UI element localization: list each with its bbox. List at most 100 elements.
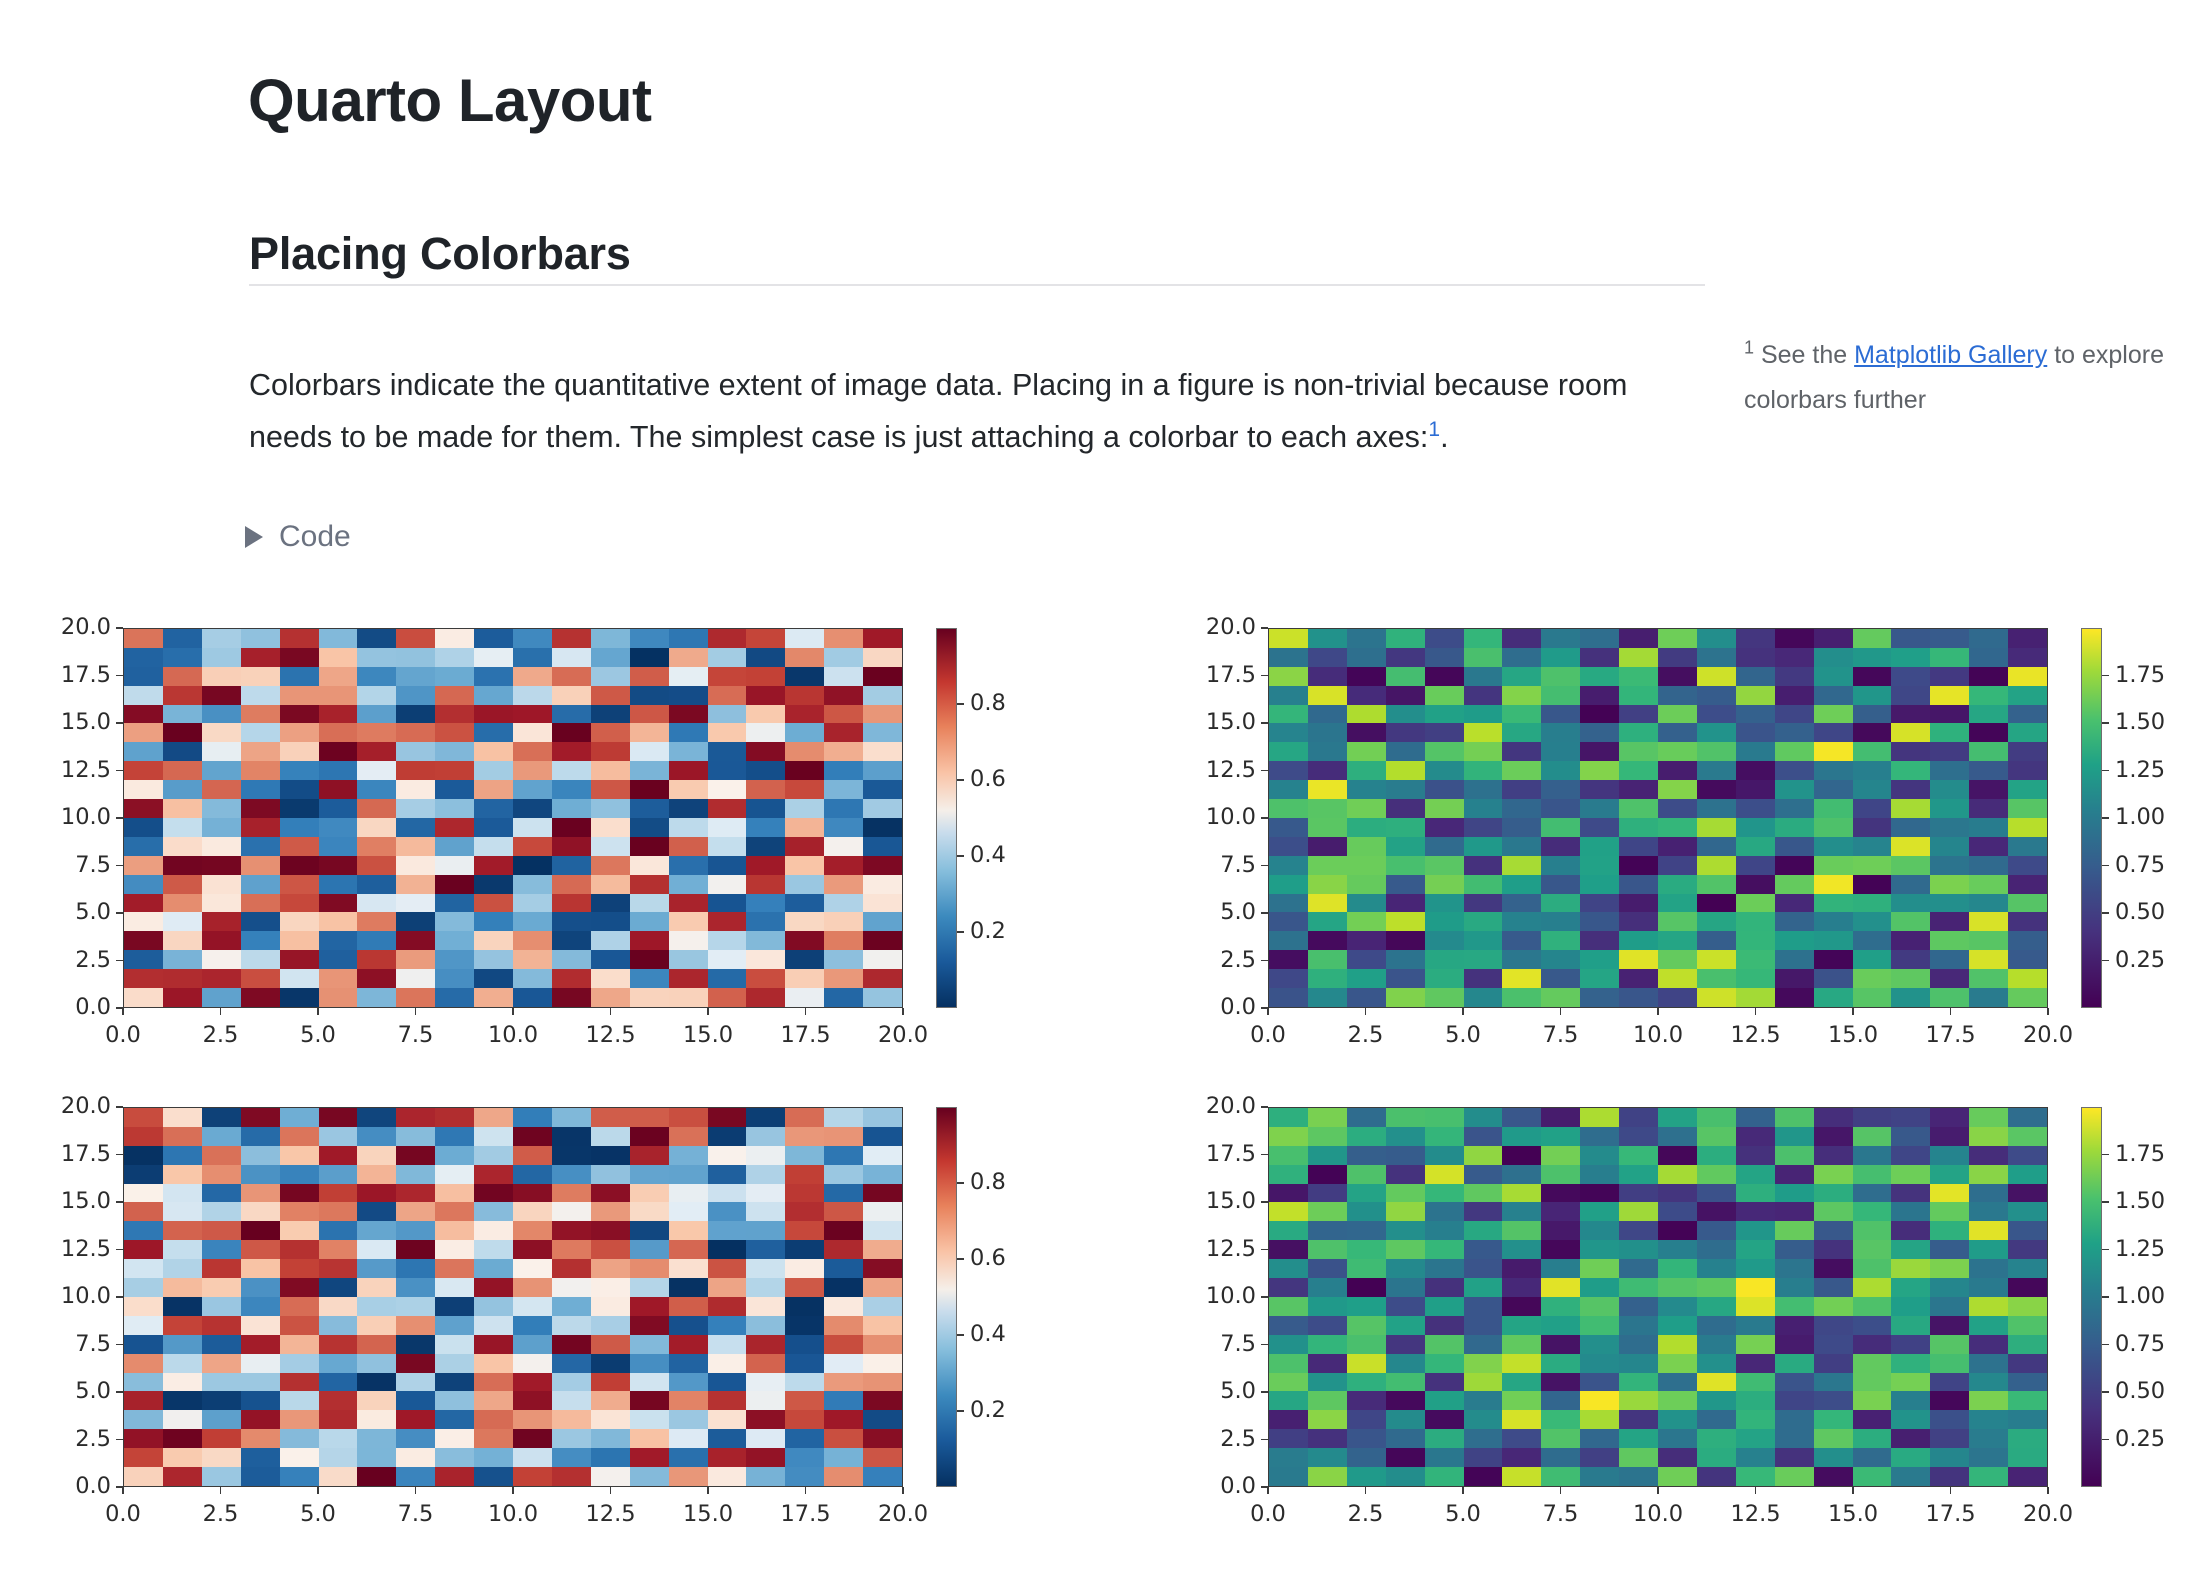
x-axis-tick-label: 15.0: [682, 1022, 734, 1048]
y-axis-tick-mark: [1261, 1007, 1268, 1009]
y-axis-tick-label: 7.5: [75, 851, 111, 878]
x-axis-tick-label: 12.5: [1730, 1501, 1781, 1527]
y-axis-tick-mark: [1261, 1106, 1268, 1108]
heatmap-plot-area[interactable]: [123, 628, 903, 1008]
y-axis-tick-mark: [1261, 769, 1268, 772]
heatmap-plot-area[interactable]: [123, 1107, 903, 1487]
y-axis-tick-label: 15.0: [60, 1188, 111, 1214]
colorbar-tick-label: 0.50: [2115, 899, 2166, 925]
x-axis-tick-mark: [902, 1487, 904, 1494]
heatmap-cell-grid: [1269, 629, 2047, 1007]
y-axis-tick-label: 12.5: [60, 756, 111, 783]
x-axis-tick-mark: [1364, 1008, 1367, 1015]
colorbar-tick-mark: [957, 931, 964, 933]
section-divider: [249, 284, 1705, 286]
y-axis-tick-mark: [116, 1486, 123, 1488]
footnote-reference[interactable]: 1: [1428, 417, 1441, 441]
colorbar-tick-mark: [957, 703, 964, 705]
y-axis-tick-label: 17.5: [1205, 1140, 1256, 1167]
x-axis-tick-label: 10.0: [1632, 1022, 1684, 1048]
y-axis-tick-label: 5.0: [75, 899, 111, 925]
x-axis-tick-mark: [804, 1008, 807, 1015]
heatmap-plot-area[interactable]: [1268, 1107, 2048, 1487]
body-paragraph: Colorbars indicate the quantitative exte…: [249, 359, 1704, 463]
x-axis-tick-mark: [219, 1487, 222, 1494]
y-axis-tick-label: 5.0: [1220, 899, 1256, 925]
x-axis-tick-mark: [1462, 1487, 1464, 1494]
y-axis-tick-label: 15.0: [1205, 709, 1256, 735]
colorbar-tick-mark: [2102, 1153, 2109, 1156]
margin-note-marker: 1: [1744, 337, 1755, 358]
triangle-right-icon: [245, 526, 263, 548]
x-axis-tick-mark: [609, 1487, 612, 1494]
x-axis-tick-label: 17.5: [780, 1501, 831, 1527]
y-axis-tick-mark: [116, 1153, 123, 1156]
x-axis-tick-mark: [2047, 1487, 2049, 1494]
code-disclosure-toggle[interactable]: Code: [245, 520, 351, 554]
x-axis-tick-label: 15.0: [682, 1501, 734, 1527]
colorbar-tick-label: 1.25: [2115, 1235, 2166, 1262]
y-axis-tick-mark: [116, 1201, 123, 1203]
y-axis-tick-mark: [1261, 722, 1268, 724]
code-disclosure-label: Code: [279, 520, 351, 553]
x-axis-tick-label: 15.0: [1827, 1501, 1879, 1527]
colorbar: [936, 628, 957, 1008]
y-axis-tick-mark: [1261, 674, 1268, 677]
y-axis-tick-label: 10.0: [1205, 1283, 1256, 1309]
colorbar-tick-label: 1.50: [2115, 709, 2166, 735]
colorbar-tick-mark: [957, 1182, 964, 1184]
x-axis-tick-mark: [1462, 1008, 1464, 1015]
x-axis-tick-mark: [512, 1008, 514, 1015]
y-axis-tick-mark: [1261, 1201, 1268, 1203]
colorbar-tick-label: 0.25: [2115, 1425, 2166, 1452]
colorbar-tick-label: 0.2: [970, 918, 1006, 944]
x-axis-tick-mark: [1267, 1487, 1269, 1494]
y-axis-tick-label: 0.0: [75, 1473, 111, 1499]
x-axis-tick-label: 0.0: [105, 1501, 141, 1527]
y-axis-tick-label: 20.0: [60, 614, 111, 640]
colorbar-tick-mark: [957, 855, 964, 857]
y-axis-tick-label: 17.5: [60, 1140, 111, 1167]
x-axis-tick-mark: [1852, 1487, 1854, 1494]
y-axis-tick-label: 15.0: [1205, 1188, 1256, 1214]
colorbar-tick-mark: [2102, 959, 2109, 962]
colorbar-tick-mark: [2102, 912, 2109, 914]
colorbar-tick-mark: [2102, 864, 2109, 867]
x-axis-tick-mark: [1267, 1008, 1269, 1015]
y-axis-tick-label: 20.0: [60, 1093, 111, 1119]
margin-note-suffix: to explore colorbars further: [1744, 341, 2164, 414]
colorbar-tick-mark: [2102, 1391, 2109, 1393]
x-axis-tick-mark: [1754, 1487, 1757, 1494]
y-axis-tick-mark: [1261, 959, 1268, 962]
colorbar-tick-label: 1.75: [2115, 661, 2166, 688]
colorbar-tick-label: 0.8: [970, 690, 1006, 716]
colorbar-tick-mark: [2102, 1201, 2109, 1203]
y-axis-tick-label: 10.0: [60, 804, 111, 830]
y-axis-tick-mark: [116, 1007, 123, 1009]
colorbar-tick-label: 0.6: [970, 1245, 1006, 1271]
x-axis-tick-label: 20.0: [877, 1501, 929, 1527]
x-axis-tick-label: 7.5: [1542, 1022, 1579, 1048]
y-axis-tick-mark: [116, 1391, 123, 1393]
colorbar-tick-label: 0.75: [2115, 1330, 2166, 1357]
colorbar-tick-mark: [957, 1334, 964, 1336]
y-axis-tick-label: 2.5: [75, 946, 111, 973]
colorbar-tick-mark: [957, 1410, 964, 1412]
x-axis-tick-label: 17.5: [780, 1022, 831, 1048]
matplotlib-gallery-link[interactable]: Matplotlib Gallery: [1854, 341, 2048, 369]
heatmap-plot-area[interactable]: [1268, 628, 2048, 1008]
y-axis-tick-label: 2.5: [1220, 1425, 1256, 1452]
x-axis-tick-mark: [1949, 1008, 1952, 1015]
x-axis-tick-label: 7.5: [397, 1022, 434, 1048]
x-axis-tick-mark: [122, 1487, 124, 1494]
x-axis-tick-mark: [902, 1008, 904, 1015]
y-axis-tick-mark: [116, 769, 123, 772]
section-heading: Placing Colorbars: [249, 228, 631, 280]
x-axis-tick-label: 5.0: [300, 1022, 336, 1048]
y-axis-tick-mark: [116, 1296, 123, 1298]
y-axis-tick-mark: [116, 1438, 123, 1441]
x-axis-tick-label: 5.0: [300, 1501, 336, 1527]
y-axis-tick-label: 0.0: [75, 994, 111, 1020]
